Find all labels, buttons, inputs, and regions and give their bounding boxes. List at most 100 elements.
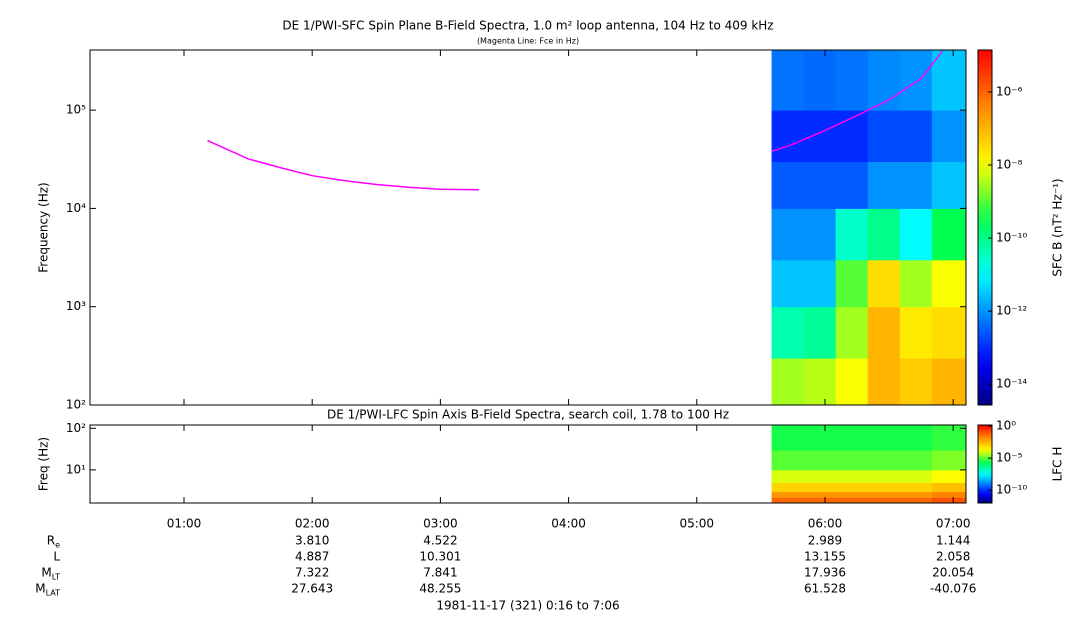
y-tick-label: 10⁴ [66, 201, 86, 215]
spectrogram-cell [835, 497, 869, 504]
spectrogram-cell [835, 208, 869, 261]
ephemeris-label: L [53, 550, 60, 564]
spectrogram-cell [867, 491, 901, 498]
spectrogram-cell [835, 161, 869, 209]
spectrogram-cell [867, 110, 901, 163]
colorbar-tick-label: 10⁻⁵ [996, 451, 1023, 465]
spectrogram-cell [867, 497, 901, 504]
spectrogram-cell [899, 358, 933, 406]
ephemeris-value: 48.255 [419, 582, 461, 596]
ephemeris-value: 20.054 [932, 566, 974, 580]
spectrogram-cell [931, 110, 967, 163]
ephemeris-value: 17.936 [804, 566, 846, 580]
spectrogram-cell [771, 450, 805, 471]
colorbar-tick-label: 10⁻¹² [996, 304, 1027, 318]
ephemeris-label: R [47, 534, 55, 548]
colorbar [977, 49, 993, 406]
plot-frame [89, 49, 967, 406]
spectrogram-cell [931, 208, 967, 261]
ephemeris-value: 27.643 [291, 582, 333, 596]
spectrogram-cell [771, 358, 805, 406]
spectrogram-cell [899, 110, 933, 163]
spectrogram-cell [835, 482, 869, 493]
ephemeris-label: M [35, 582, 45, 596]
chart-title: DE 1/PWI-SFC Spin Plane B-Field Spectra,… [282, 19, 773, 33]
x-tick-label: 04:00 [551, 517, 586, 531]
y-tick-label: 10² [66, 421, 86, 435]
spectrogram-cell [771, 208, 805, 261]
spectrogram-cell [931, 497, 967, 504]
ephemeris-value: 10.301 [419, 550, 461, 564]
x-tick-label: 05:00 [679, 517, 714, 531]
spectrogram-cell [931, 425, 967, 451]
spectrogram-cell [931, 306, 967, 359]
spectrogram-cell [803, 425, 837, 451]
spectrogram-cell [899, 450, 933, 471]
spectrogram-cell [867, 208, 901, 261]
spectrogram-cell [867, 306, 901, 359]
y-tick-label: 10⁵ [66, 103, 86, 117]
spectrogram-cell [803, 208, 837, 261]
colorbar [977, 424, 993, 504]
ephemeris-value: 2.058 [936, 550, 970, 564]
spectrogram-cell [899, 425, 933, 451]
x-tick-label: 02:00 [295, 517, 330, 531]
footer: 1981-11-17 (321) 0:16 to 7:06 [436, 599, 619, 613]
ephemeris-label-sub: e [55, 541, 60, 550]
y-axis-label: Frequency (Hz) [37, 182, 51, 273]
spectrogram-cell [835, 425, 869, 451]
spectrogram-cell [771, 50, 805, 111]
fce-line [207, 50, 944, 191]
spectrogram-cell [931, 259, 967, 308]
spectrogram-cell [803, 482, 837, 493]
spectrogram-cell [803, 110, 837, 163]
x-tick-label: 01:00 [167, 517, 202, 531]
ephemeris-value: 4.887 [295, 550, 329, 564]
spectrogram-cell [835, 491, 869, 498]
colorbar-label: LFC H [1051, 447, 1065, 482]
spectrogram-cell [931, 50, 967, 111]
x-tick-label: 07:00 [936, 517, 971, 531]
x-tick-label: 03:00 [423, 517, 458, 531]
spectrogram-cell [835, 50, 869, 111]
spectrogram-cell [835, 450, 869, 471]
ephemeris-label: M [41, 566, 51, 580]
spectrogram-cell [771, 497, 805, 504]
spectrogram-cell [899, 469, 933, 483]
ephemeris-value: 2.989 [808, 534, 842, 548]
colorbar-tick-label: 10⁻¹⁰ [996, 231, 1027, 245]
spectrogram-cell [835, 358, 869, 406]
colorbar-tick-label: 10⁻⁸ [996, 157, 1023, 171]
spectrogram-cell [803, 497, 837, 504]
ephemeris-label-sub: LAT [46, 589, 60, 598]
spectrogram-cell [803, 450, 837, 471]
ephemeris-label-sub: LT [52, 573, 60, 582]
colorbar-label: SFC B (nT² Hz⁻¹) [1051, 178, 1065, 276]
spectrogram-cell [835, 306, 869, 359]
spectrogram-cell [771, 482, 805, 493]
spectrogram-cell [899, 50, 933, 111]
spectrogram-cell [771, 259, 805, 308]
spectrogram-cell [803, 469, 837, 483]
ephemeris-value: 3.810 [295, 534, 329, 548]
spectrogram-cell [771, 425, 805, 451]
spectrogram-cell [803, 50, 837, 111]
spectrogram-cell [803, 259, 837, 308]
spectrogram-cell [899, 482, 933, 493]
spectrogram-cell [771, 491, 805, 498]
plot-frame [89, 424, 967, 504]
y-tick-label: 10² [66, 398, 86, 412]
spectrogram-cell [867, 50, 901, 111]
spectrogram-cell [899, 208, 933, 261]
spectrogram-cell [771, 306, 805, 359]
spectrogram-cell [899, 306, 933, 359]
chart-subtitle: (Magenta Line: Fce in Hz) [477, 37, 579, 46]
ephemeris-value: 7.841 [423, 566, 457, 580]
spectrogram-cell [835, 259, 869, 308]
y-tick-label: 10¹ [66, 462, 86, 476]
y-tick-label: 10³ [66, 299, 86, 313]
spectrogram-cell [931, 491, 967, 498]
ephemeris-value: 7.322 [295, 566, 329, 580]
spectrogram-cell [867, 482, 901, 493]
spectrogram-cell [835, 469, 869, 483]
